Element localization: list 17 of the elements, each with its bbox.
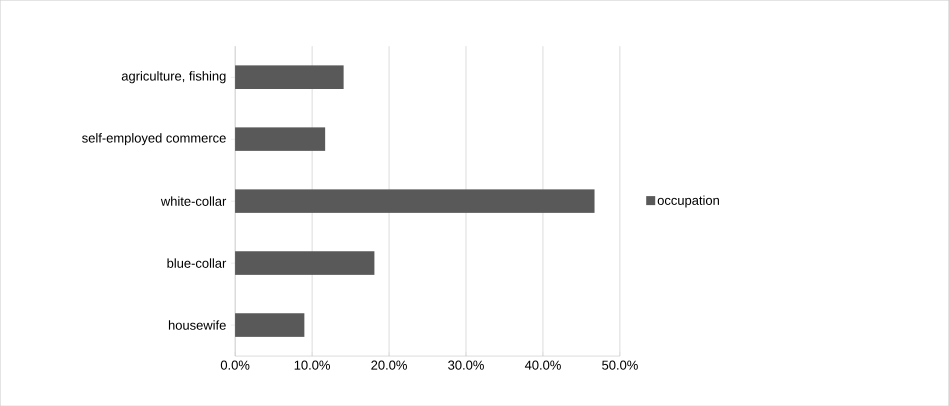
y-tick-label: self-employed commerce [82,132,226,146]
bar [235,251,374,275]
y-tick-label: white-collar [160,196,226,206]
x-tick-label: 30.0% [448,360,484,370]
y-tick-label: blue-collar [167,258,226,268]
legend-label: occupation [658,195,719,208]
x-tick-label: 0.0% [220,360,250,370]
bar [235,65,344,89]
x-tick-label: 10.0% [294,360,330,370]
x-tick-label: 40.0% [524,360,561,370]
x-tick-label: 20.0% [371,360,407,370]
bar [235,127,326,151]
y-tick-label: agriculture, fishing [122,71,226,84]
bar [235,313,304,337]
y-tick-label: housewife [168,320,226,330]
bar [235,189,595,213]
x-tick-label: 50.0% [602,360,638,370]
